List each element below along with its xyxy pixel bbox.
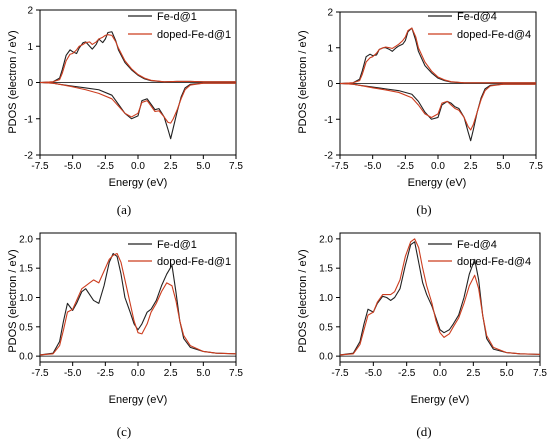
x-tick-label-b-1: -5.0 [364, 161, 382, 172]
legend-label-a-1: doped-Fe-d@1 [157, 29, 231, 41]
legend-b: Fe-d@4 doped-Fe-d@4 [428, 11, 531, 41]
y-tick-label-b-1: -1 [324, 115, 333, 126]
xlabel-b: Energy (eV) [408, 177, 467, 189]
y-tick-label-b-0: -2 [324, 151, 333, 162]
legend-label-d-1: doped-Fe-d@4 [457, 256, 531, 268]
panel-c: PDOS (electron / eV) Energy (eV) (c) Fe-… [7, 232, 243, 439]
series-line-c-0 [39, 252, 237, 356]
y-tick-label-d-0: 0.0 [319, 352, 333, 363]
legend-label-a-0: Fe-d@1 [157, 11, 197, 23]
ylabel-a: PDOS (electron / eV) [7, 30, 19, 133]
x-tick-label-d-4: 2.5 [466, 368, 480, 379]
series-line-b-0-spin-down [339, 82, 536, 142]
x-tick-label-d-6: 7.5 [533, 368, 547, 379]
x-tick-label-a-1: -5.0 [64, 161, 82, 172]
x-tick-label-c-6: 7.5 [229, 368, 243, 379]
y-tick-label-d-3: 1.5 [319, 264, 333, 275]
ylabel-b: PDOS (electron / eV) [297, 30, 309, 133]
y-tick-label-c-0: 0.0 [19, 352, 33, 363]
panel-d: PDOS (electron / eV) Energy (eV) (d) Fe-… [297, 232, 547, 439]
panel-a: PDOS (electron / eV) Energy (eV) (a) Fe-… [7, 6, 243, 218]
panel-label-a: (a) [117, 202, 131, 217]
x-tick-label-b-6: 7.5 [529, 161, 543, 172]
y-tick-label-c-1: 0.5 [19, 322, 33, 333]
xlabel-c: Energy (eV) [109, 394, 168, 406]
legend-label-b-1: doped-Fe-d@4 [457, 29, 531, 41]
x-tick-label-b-5: 5.0 [496, 161, 510, 172]
x-tick-label-c-1: -5.0 [64, 368, 82, 379]
x-tick-label-d-5: 5.0 [500, 368, 514, 379]
y-tick-label-c-3: 1.5 [19, 264, 33, 275]
y-tick-label-d-2: 1.0 [319, 293, 333, 304]
x-tick-label-c-4: 2.5 [164, 368, 178, 379]
panel-label-b: (b) [416, 202, 431, 217]
x-tick-label-d-0: -7.5 [331, 368, 349, 379]
x-tick-label-d-2: -2.5 [398, 368, 416, 379]
y-tick-label-a-0: -2 [24, 151, 33, 162]
x-tick-label-a-6: 7.5 [229, 161, 243, 172]
legend-a: Fe-d@1 doped-Fe-d@1 [128, 11, 231, 41]
ylabel-c: PDOS (electron / eV) [7, 249, 19, 352]
x-tick-label-a-4: 2.5 [164, 161, 178, 172]
xlabel-a: Energy (eV) [109, 177, 168, 189]
x-tick-label-b-0: -7.5 [331, 161, 349, 172]
legend-c: Fe-d@1 doped-Fe-d@1 [128, 239, 231, 268]
ylabel-d: PDOS (electron / eV) [297, 249, 309, 352]
y-tick-label-a-4: 2 [27, 6, 33, 17]
plot-frame-c [39, 232, 237, 363]
panel-b: PDOS (electron / eV) Energy (eV) (b) Fe-… [297, 8, 543, 218]
x-tick-label-c-0: -7.5 [31, 368, 49, 379]
legend-label-b-0: Fe-d@4 [457, 11, 497, 23]
x-tick-label-a-3: 0.0 [131, 161, 145, 172]
x-tick-label-c-2: -2.5 [97, 368, 115, 379]
series-line-a-1-spin-down [39, 81, 236, 124]
panel-label-d: (d) [416, 424, 431, 439]
y-tick-label-a-2: 0 [27, 78, 33, 89]
x-tick-label-b-2: -2.5 [397, 161, 415, 172]
series-line-b-1-spin-up [339, 27, 536, 85]
x-tick-label-d-1: -5.0 [365, 368, 383, 379]
xlabel-d: Energy (eV) [411, 394, 470, 406]
legend-label-c-0: Fe-d@1 [157, 239, 197, 251]
x-tick-label-a-2: -2.5 [97, 161, 115, 172]
legend-label-d-0: Fe-d@4 [457, 239, 497, 251]
y-tick-label-c-2: 1.0 [19, 293, 33, 304]
legend-label-c-1: doped-Fe-d@1 [157, 256, 231, 268]
x-tick-label-a-5: 5.0 [196, 161, 210, 172]
plot-frame-d [339, 232, 541, 363]
x-tick-label-c-5: 5.0 [196, 368, 210, 379]
y-tick-label-b-4: 2 [327, 8, 333, 19]
y-tick-label-a-1: -1 [24, 114, 33, 125]
x-tick-label-a-0: -7.5 [31, 161, 49, 172]
series-line-a-0-spin-down [39, 81, 236, 140]
y-tick-label-b-3: 1 [327, 43, 333, 54]
panel-label-c: (c) [117, 424, 131, 439]
y-tick-label-d-4: 2.0 [319, 234, 333, 245]
x-tick-label-b-4: 2.5 [464, 161, 478, 172]
y-tick-label-a-3: 1 [27, 42, 33, 53]
series-line-d-1 [339, 238, 541, 356]
x-tick-label-b-3: 0.0 [431, 161, 445, 172]
series-line-a-1-spin-up [39, 34, 236, 84]
series-line-c-1 [39, 252, 237, 356]
series-line-b-1-spin-down [339, 82, 536, 131]
y-tick-label-b-2: 0 [327, 79, 333, 90]
legend-d: Fe-d@4 doped-Fe-d@4 [428, 239, 531, 268]
x-tick-label-c-3: 0.0 [131, 368, 145, 379]
y-tick-label-d-1: 0.5 [319, 322, 333, 333]
y-tick-label-c-4: 2.0 [19, 234, 33, 245]
x-tick-label-d-3: 0.0 [433, 368, 447, 379]
